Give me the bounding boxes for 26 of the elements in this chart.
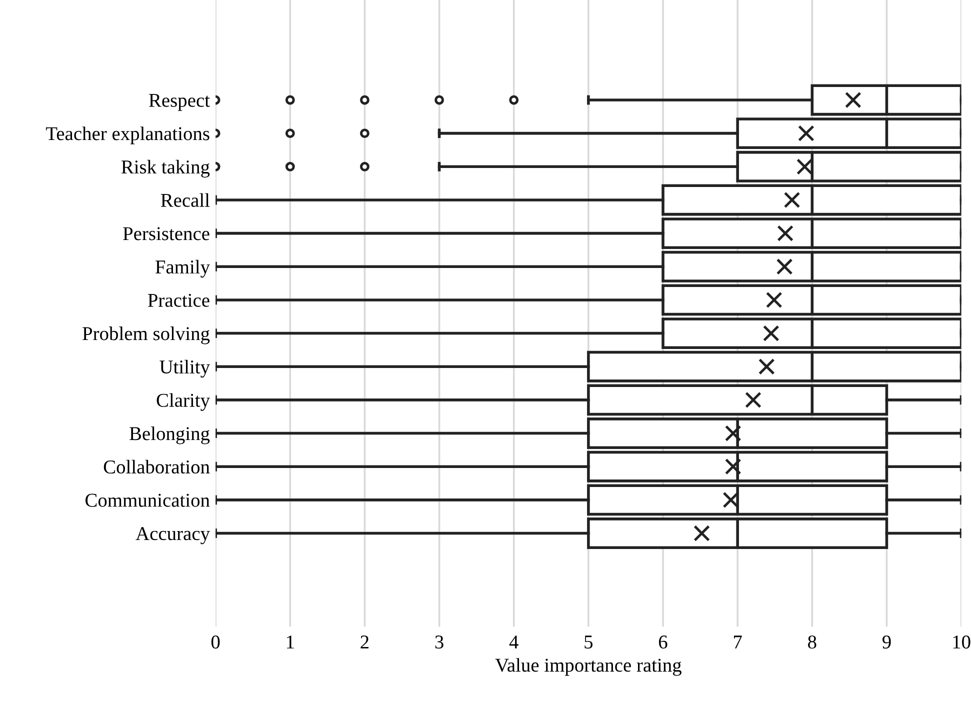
y-tick-label: Clarity <box>156 393 210 411</box>
y-tick-label: Communication <box>86 494 210 507</box>
x-axis-title: Value importance rating <box>495 658 682 676</box>
y-tick-label: Teacher explanations <box>46 126 210 144</box>
x-tick-label: 5 <box>584 636 593 649</box>
x-tick-label: 2 <box>360 636 368 648</box>
y-tick-label: Problem solving <box>82 326 210 344</box>
y-tick-label: Utility <box>160 360 210 378</box>
y-tick-label: Persistence <box>123 227 210 240</box>
x-tick-label: 4 <box>509 636 518 648</box>
x-tick-label: 0 <box>211 635 220 649</box>
x-tick-label: 10 <box>953 635 970 649</box>
x-tick-label: 7 <box>734 636 742 648</box>
x-tick-label: 1 <box>286 636 294 648</box>
y-tick-label: Accuracy <box>136 527 210 544</box>
y-tick-label: Family <box>155 260 210 278</box>
y-tick-label: Collaboration <box>104 460 210 474</box>
y-tick-label: Respect <box>149 94 210 111</box>
x-tick-label: 9 <box>882 636 891 649</box>
x-tick-label: 3 <box>435 636 444 649</box>
y-tick-label: Risk taking <box>121 160 210 178</box>
y-tick-label: Belonging <box>130 426 210 444</box>
y-tick-label: Recall <box>160 193 210 207</box>
y-tick-label: Practice <box>148 294 210 307</box>
x-tick-label: 6 <box>658 636 668 649</box>
x-tick-label: 8 <box>808 635 816 649</box>
